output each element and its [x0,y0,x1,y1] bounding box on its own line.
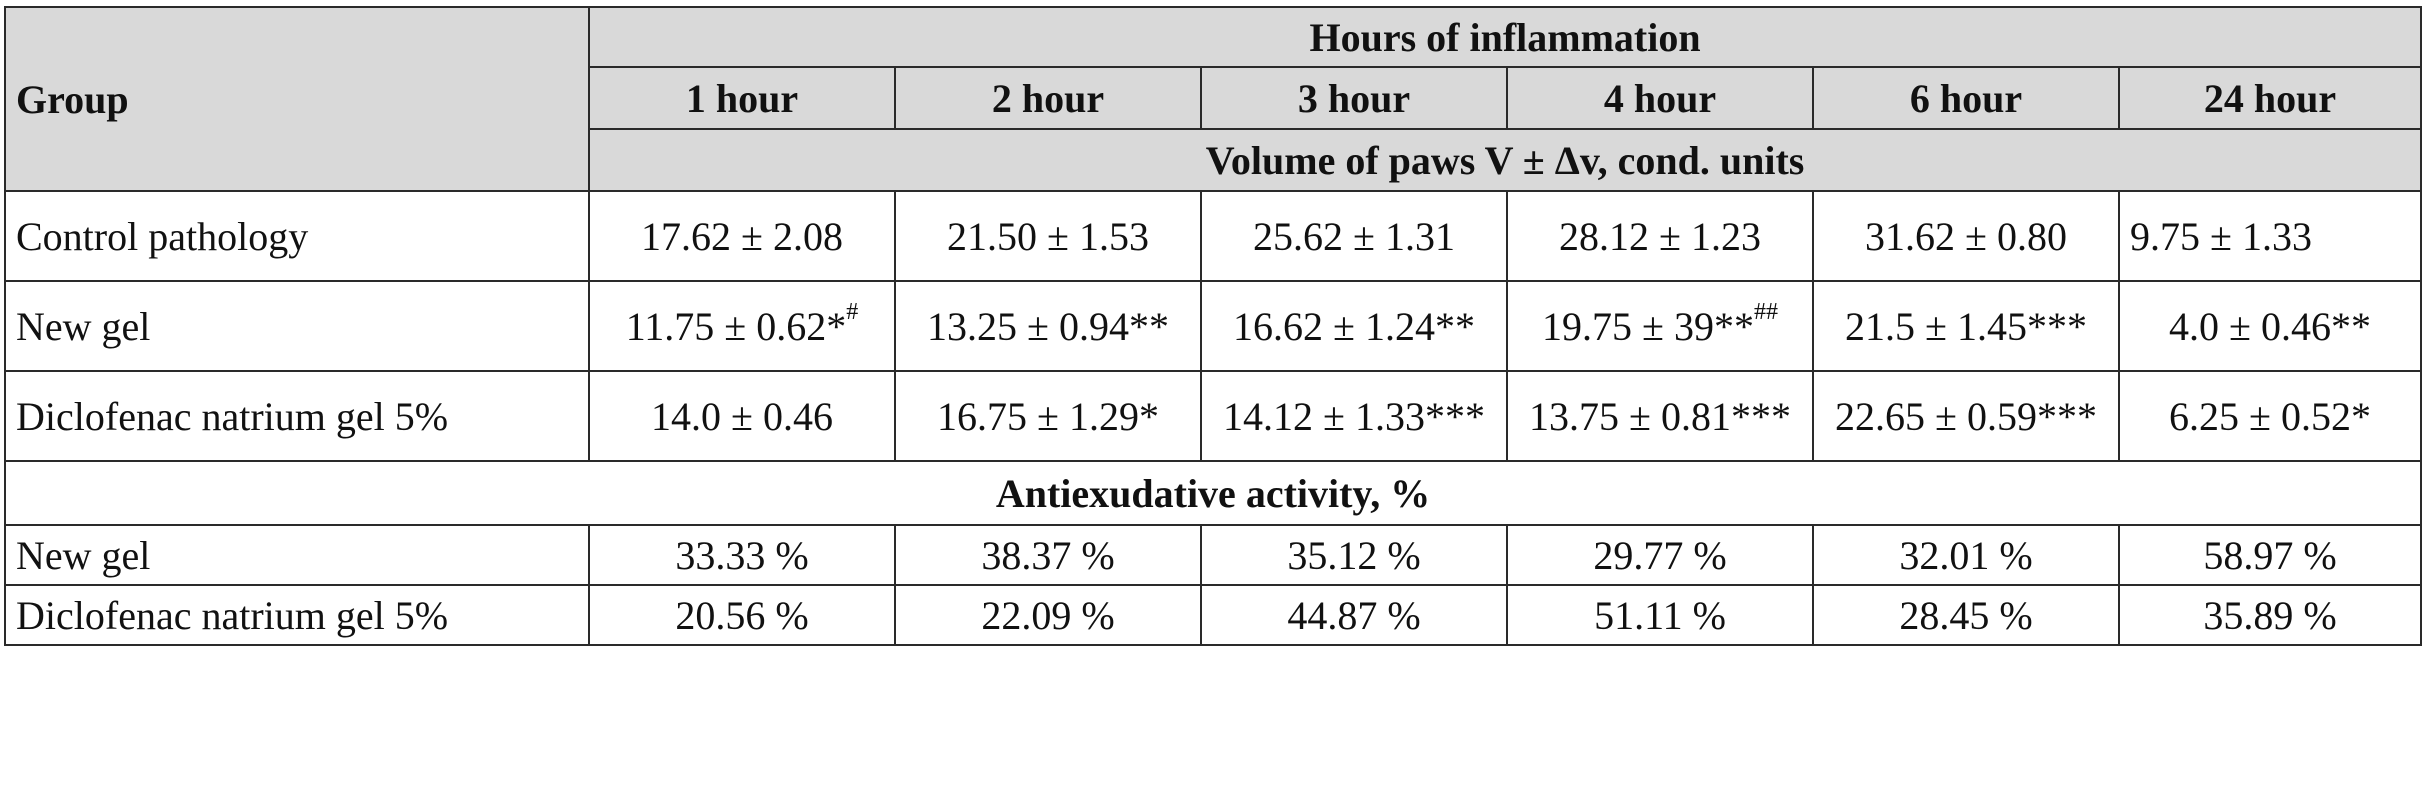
volume-cell: 16.75 ± 1.29* [894,370,1202,462]
volume-cell: 22.65 ± 0.59*** [1812,370,2120,462]
table-row: New gel 33.33 % 38.37 % 35.12 % 29.77 % … [4,524,2423,586]
hour-column-header: 6 hour [1812,66,2120,130]
activity-cell: 51.11 % [1506,584,1814,646]
volume-cell: 14.12 ± 1.33*** [1200,370,1508,462]
table-row: Control pathology 17.62 ± 2.08 21.50 ± 1… [4,190,2423,282]
group-name-cell: Diclofenac natrium gel 5% [4,370,590,462]
volume-cell: 19.75 ± 39**## [1506,280,1814,372]
activity-cell: 32.01 % [1812,524,2120,586]
group-name-cell: New gel [4,524,590,586]
volume-cell: 21.50 ± 1.53 [894,190,1202,282]
group-name-cell: Control pathology [4,190,590,282]
volume-cell: 21.5 ± 1.45*** [1812,280,2120,372]
table-row: New gel 11.75 ± 0.62*# 13.25 ± 0.94** 16… [4,280,2423,372]
volume-cell: 6.25 ± 0.52* [2117,370,2423,462]
group-name-cell: Diclofenac natrium gel 5% [4,584,590,646]
volume-cell: 31.62 ± 0.80 [1812,190,2120,282]
volume-cell: 11.75 ± 0.62*# [588,280,896,372]
volume-of-paws-header: Volume of paws V ± Δv, cond. units [587,128,2423,192]
activity-cell: 44.87 % [1200,584,1508,646]
hour-column-header: 4 hour [1506,66,1814,130]
group-column-header: Group [4,6,590,192]
volume-cell: 25.62 ± 1.31 [1200,190,1508,282]
header-row-hours-title: Group Hours of inflammation [4,6,2423,192]
activity-cell: 38.37 % [894,524,1202,586]
activity-cell: 28.45 % [1812,584,2120,646]
hour-column-header: 24 hour [2117,66,2423,130]
table-row: Diclofenac natrium gel 5% 20.56 % 22.09 … [4,584,2423,646]
volume-cell: 16.62 ± 1.24** [1200,280,1508,372]
table-row: Diclofenac natrium gel 5% 14.0 ± 0.46 16… [4,370,2423,462]
antiexudative-activity-header: Antiexudative activity, % [3,460,2423,526]
volume-cell: 13.25 ± 0.94** [894,280,1202,372]
activity-cell: 35.12 % [1200,524,1508,586]
hour-column-header: 3 hour [1200,66,1508,130]
activity-cell: 35.89 % [2117,584,2423,646]
header-row-volume: Volume of paws V ± Δv, cond. units [5,128,2423,192]
volume-cell: 14.0 ± 0.46 [588,370,896,462]
volume-cell: 9.75 ± 1.33 [2117,190,2423,282]
volume-cell: 4.0 ± 0.46** [2117,280,2423,372]
volume-cell: 13.75 ± 0.81*** [1506,370,1814,462]
activity-cell: 33.33 % [588,524,896,586]
volume-cell: 28.12 ± 1.23 [1506,190,1814,282]
group-name-cell: New gel [4,280,590,372]
antiexudative-section-row: Antiexudative activity, % [3,460,2423,526]
inflammation-results-table: Group Hours of inflammation 1 hour 2 hou… [3,6,2423,646]
volume-cell: 17.62 ± 2.08 [588,190,896,282]
hours-of-inflammation-header: Hours of inflammation [587,6,2423,68]
header-row-hours: 1 hour 2 hour 3 hour 4 hour 6 hour 24 ho… [5,66,2423,130]
hour-column-header: 2 hour [894,66,1202,130]
activity-cell: 58.97 % [2117,524,2423,586]
activity-cell: 29.77 % [1506,524,1814,586]
hour-column-header: 1 hour [588,66,896,130]
activity-cell: 20.56 % [588,584,896,646]
activity-cell: 22.09 % [894,584,1202,646]
